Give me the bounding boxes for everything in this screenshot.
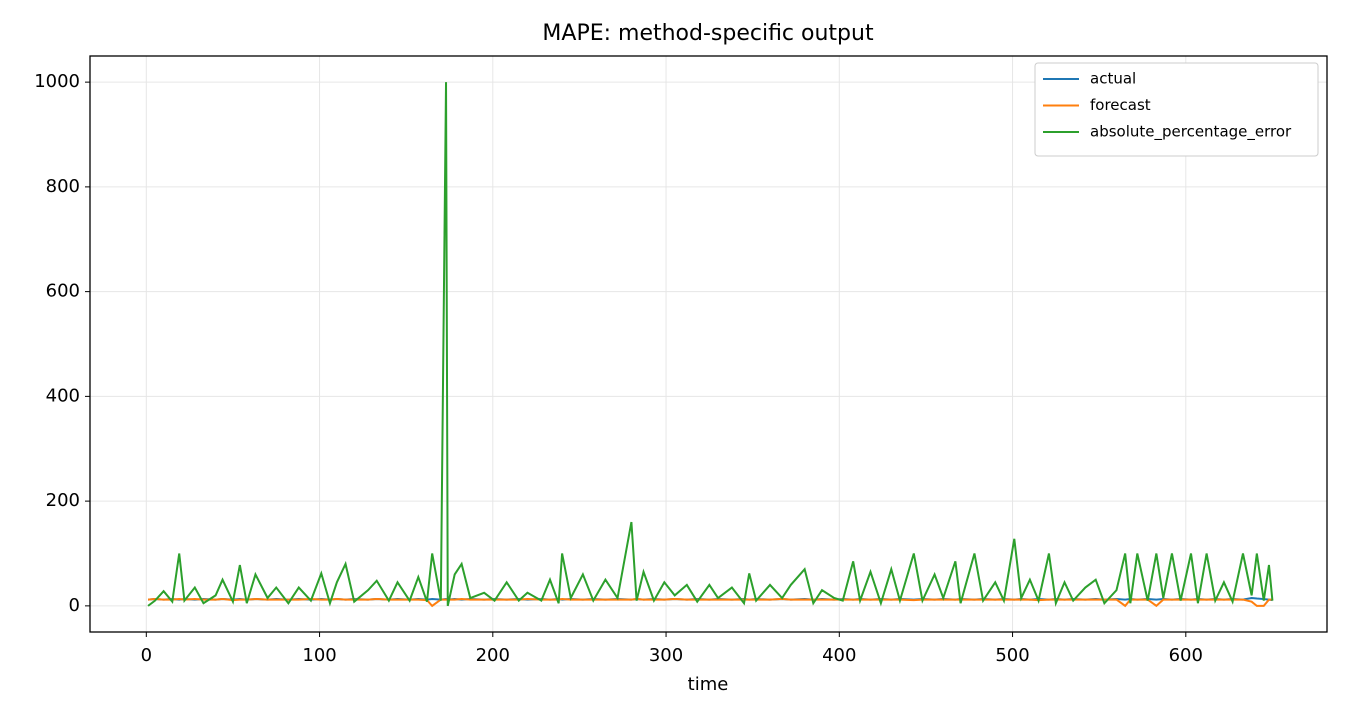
y-tick-label: 600 (46, 281, 80, 302)
legend-label: absolute_percentage_error (1090, 123, 1292, 142)
x-tick-label: 200 (476, 645, 510, 666)
y-tick-label: 800 (46, 176, 80, 197)
legend-label: actual (1090, 70, 1136, 88)
x-tick-label: 300 (649, 645, 683, 666)
x-axis-label: time (688, 674, 729, 695)
line-series (147, 82, 1274, 608)
x-tick-label: 500 (995, 645, 1029, 666)
chart-title: MAPE: method-specific output (542, 21, 874, 46)
legend-label: forecast (1090, 96, 1151, 114)
y-tick-label: 0 (69, 595, 80, 616)
x-tick-label: 100 (302, 645, 336, 666)
y-tick-label: 1000 (34, 71, 80, 92)
plot-frame (89, 55, 1328, 633)
y-tick-label: 200 (46, 490, 80, 511)
x-tick-label: 600 (1169, 645, 1203, 666)
x-tick-label: 0 (141, 645, 152, 666)
x-tick-label: 400 (822, 645, 856, 666)
legend-box (1034, 62, 1319, 157)
y-tick-label: 400 (46, 385, 80, 406)
